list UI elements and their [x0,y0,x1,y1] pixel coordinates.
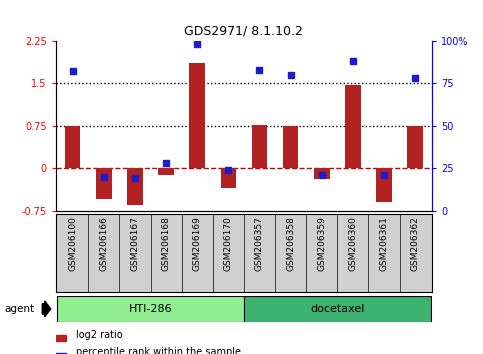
Bar [158,168,174,175]
Point [193,41,201,47]
FancyArrow shape [43,301,51,317]
Text: GSM206100: GSM206100 [68,217,77,272]
Point [349,58,357,64]
Text: GSM206359: GSM206359 [317,217,326,272]
Text: log2 ratio: log2 ratio [76,330,123,339]
Text: GSM206168: GSM206168 [162,217,170,272]
Bar [65,126,81,168]
Bar [345,85,361,168]
Bar [57,296,244,322]
Text: GSM206362: GSM206362 [411,217,420,271]
Point [256,67,263,73]
Bar [314,168,329,179]
Point [318,172,326,178]
Bar [221,168,236,188]
Bar [283,126,298,168]
Point [100,174,108,179]
Bar [244,296,431,322]
Text: GSM206167: GSM206167 [130,217,140,272]
Text: agent: agent [5,304,35,314]
Point [225,167,232,173]
Bar [127,168,142,205]
Text: percentile rank within the sample: percentile rank within the sample [76,347,242,354]
Text: GSM206361: GSM206361 [380,217,388,272]
Text: GSM206357: GSM206357 [255,217,264,272]
Bar [56,335,66,341]
Text: GSM206358: GSM206358 [286,217,295,272]
Text: GSM206169: GSM206169 [193,217,202,272]
Text: GDS2971/ 8.1.10.2: GDS2971/ 8.1.10.2 [185,24,303,37]
Bar [407,126,423,168]
Point [412,75,419,81]
Point [69,68,76,74]
Bar [252,125,267,168]
Point [380,172,388,178]
Bar [376,168,392,202]
Bar [189,63,205,168]
Point [162,160,170,166]
Bar [56,353,66,354]
Text: HTI-286: HTI-286 [128,304,172,314]
Text: GSM206360: GSM206360 [348,217,357,272]
Point [287,72,295,78]
Text: GSM206170: GSM206170 [224,217,233,272]
Point [131,176,139,181]
Text: docetaxel: docetaxel [310,304,365,314]
Text: GSM206166: GSM206166 [99,217,108,272]
Bar [96,168,112,199]
